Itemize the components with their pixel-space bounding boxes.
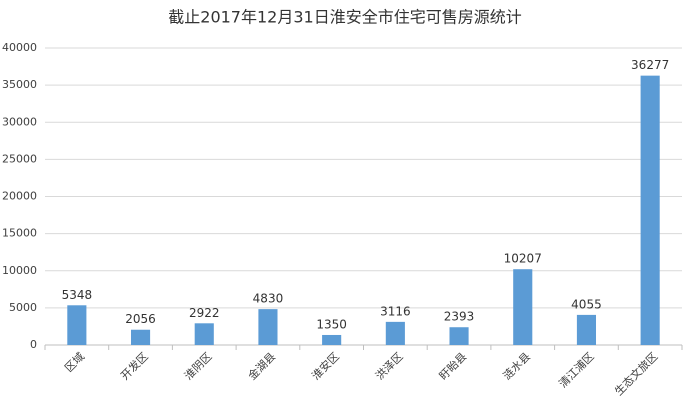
bar [449,327,469,345]
bar [322,334,342,345]
data-label: 2056 [125,312,156,326]
y-tick-label: 5000 [9,301,37,314]
data-label: 1350 [316,317,347,331]
x-tick-label: 开发区 [118,349,151,382]
data-label: 4055 [571,297,602,311]
x-tick-label: 洪泽区 [372,349,405,382]
y-tick-label: 20000 [2,190,37,203]
data-label: 36277 [631,58,669,72]
data-label: 3116 [380,304,411,318]
x-tick-label: 盱眙县 [436,349,469,382]
y-tick-label: 0 [30,338,37,351]
bar [130,329,151,345]
x-tick-label: 清江浦区 [556,350,596,390]
y-tick-label: 10000 [2,264,37,277]
y-tick-label: 15000 [2,227,37,240]
bar [640,75,660,345]
y-tick-label: 40000 [2,41,37,54]
bar [385,321,405,345]
x-tick-label: 金湖县 [245,349,278,382]
bar [194,323,214,345]
data-label: 2922 [189,306,220,320]
bar [576,314,597,345]
x-tick-label: 生态文旅区 [612,349,661,398]
data-label: 4830 [253,292,284,306]
chart-title: 截止2017年12月31日淮安全市住宅可售房源统计 [168,8,521,27]
bar [67,305,87,345]
x-tick-label: 淮阴区 [182,350,215,383]
data-label: 10207 [504,252,542,266]
x-tick-label: 涟水县 [500,349,533,382]
data-label: 2393 [444,310,475,324]
y-tick-label: 35000 [2,78,37,91]
bar [258,309,278,345]
x-tick-label: 区域 [62,350,87,375]
x-tick-label: 淮安区 [309,349,342,382]
y-tick-label: 25000 [2,152,37,165]
data-label: 5348 [62,288,93,302]
bar [513,269,533,345]
y-tick-label: 30000 [2,115,37,128]
